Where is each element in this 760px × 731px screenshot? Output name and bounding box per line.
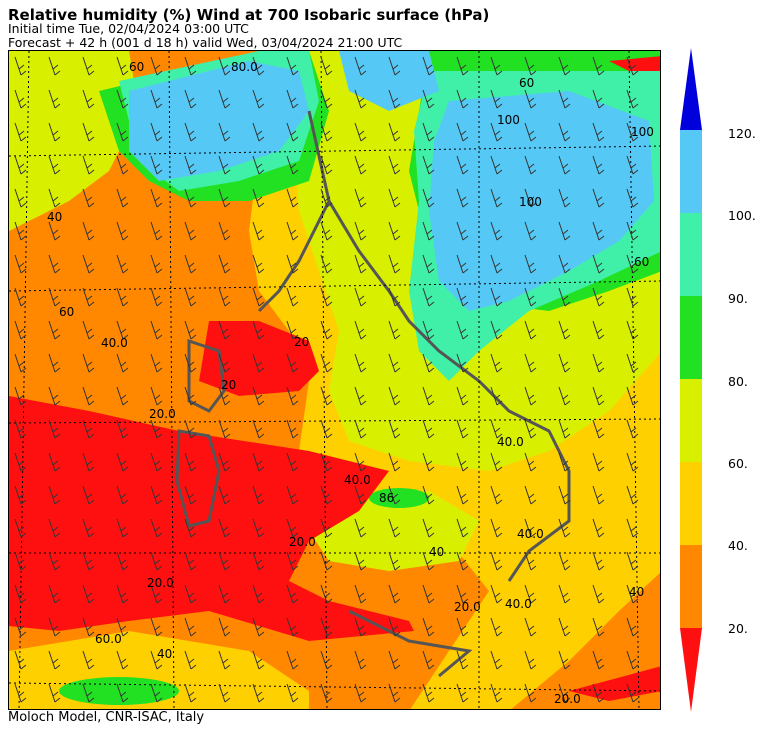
contour-label: 60.0 [95,632,122,646]
contour-label: 100 [497,113,520,127]
model-credit: Moloch Model, CNR-ISAC, Italy [8,710,205,725]
scale-class-90-100 [680,213,702,296]
scale-label-60: 60. [728,456,748,471]
contour-labels: 80.0 100 100 60 100 60 40 60 20 20 20.0 … [47,60,654,706]
contour-label: 60 [59,305,74,319]
scale-class-above-120 [680,48,702,130]
scale-class-20-40 [680,545,702,628]
contour-label: 40 [47,210,62,224]
contour-label: 40.0 [517,527,544,541]
contour-label: 60 [519,76,534,90]
wind-barbs [9,51,660,709]
scale-class-80-90 [680,296,702,379]
contour-label: 40.0 [497,435,524,449]
scale-class-100-120 [680,130,702,213]
scale-label-40: 40. [728,538,748,553]
scale-label-20: 20. [728,621,748,636]
contour-label: 20 [221,378,236,392]
contour-label: 20.0 [454,600,481,614]
contour-label: 40 [429,545,444,559]
contour-label: 40 [629,585,644,599]
contour-label: 20.0 [289,535,316,549]
contour-label: 40.0 [344,473,371,487]
initial-time: Initial time Tue, 02/04/2024 03:00 UTC [8,21,249,36]
contour-label: 20.0 [149,407,176,421]
contour-label: 86 [379,491,394,505]
humidity-wind-map: 80.0 100 100 60 100 60 40 60 20 20 20.0 … [8,50,661,710]
humidity-color-scale [680,48,702,712]
scale-label-100: 100. [728,208,756,223]
contour-label: 100 [631,125,654,139]
contour-label: 100 [519,195,542,209]
contour-label: 40.0 [505,597,532,611]
scale-class-60-80 [680,379,702,462]
contour-label: 20 [294,335,309,349]
map-canvas: 80.0 100 100 60 100 60 40 60 20 20 20.0 … [9,51,660,709]
contour-label: 40.0 [101,336,128,350]
scale-label-80: 80. [728,374,748,389]
map-title: Relative humidity (%) Wind at 700 Isobar… [8,6,490,24]
scale-class-40-60 [680,462,702,545]
contour-label: 20.0 [554,692,581,706]
contour-label: 20.0 [147,576,174,590]
forecast-valid-time: Forecast + 42 h (001 d 18 h) valid Wed, … [8,35,403,50]
scale-label-120: 120. [728,126,756,141]
contour-label: 40 [157,647,172,661]
contour-label: 80.0 [231,60,258,74]
scale-label-90: 90. [728,291,748,306]
contour-label: 60 [634,255,649,269]
scale-class-below-20 [680,628,702,712]
contour-label: 60 [129,60,144,74]
